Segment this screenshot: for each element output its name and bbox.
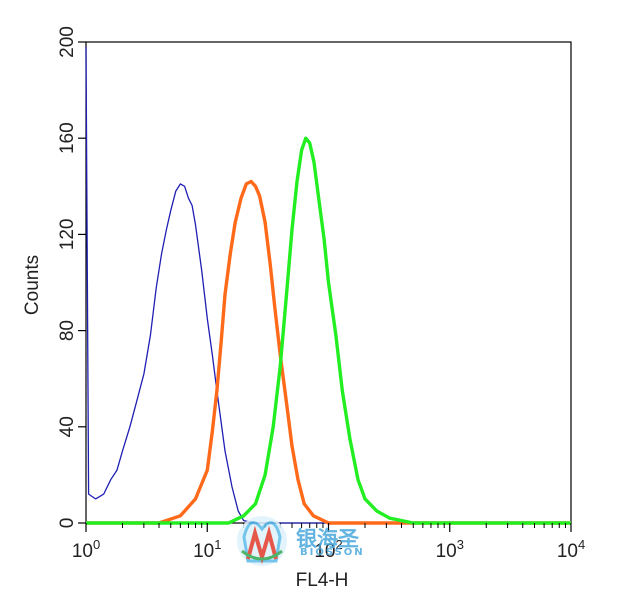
y-tick-label: 40 (57, 416, 78, 437)
y-tick-label: 160 (57, 122, 78, 154)
histogram-series-1 (85, 46, 571, 524)
watermark-logo-icon (237, 516, 287, 566)
watermark-cn-text: 银海圣 (296, 527, 360, 551)
x-tick-label: 104 (557, 537, 585, 562)
x-tick-label: 100 (72, 537, 100, 562)
y-tick-label: 0 (57, 518, 78, 529)
watermark: 银海圣 BIOSSON (237, 516, 365, 566)
y-tick-label: 80 (57, 320, 78, 341)
ticks-layer: 0 40 80 120 160 200 100 101 102 103 104 (57, 26, 585, 562)
x-tick-label: 103 (436, 537, 464, 562)
y-axis-title: Counts (22, 255, 43, 315)
x-tick-label: 102 (314, 537, 342, 562)
histogram-series-2 (86, 179, 571, 525)
y-tick-label: 200 (57, 26, 78, 58)
histogram-series-3 (86, 136, 571, 525)
x-axis-title: FL4-H (296, 570, 349, 591)
watermark-en-text: BIOSSON (300, 547, 365, 558)
x-tick-label: 101 (193, 537, 221, 562)
y-tick-label: 120 (57, 219, 78, 251)
series-layer (85, 46, 571, 525)
